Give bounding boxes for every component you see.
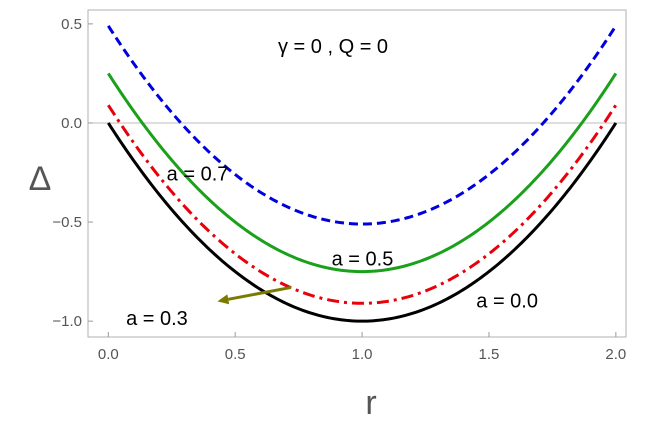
- x-tick-label: 1.5: [479, 346, 500, 363]
- curves-layer: [88, 25, 626, 323]
- y-tick-label: −1.0: [52, 313, 82, 330]
- series-line-0: [107, 122, 618, 323]
- arrow-head: [217, 294, 230, 305]
- chart-title: γ = 0 , Q = 0: [278, 36, 388, 58]
- ticks-layer: 0.0 0.5 1.0 1.5 2.0 0.5 0.0 −0.5 −1.0: [52, 16, 626, 363]
- plot-frame: [87, 9, 627, 338]
- y-tick-label: −0.5: [52, 214, 82, 231]
- x-tick-label: 0.0: [98, 346, 119, 363]
- curve-label-2: a = 0.0: [476, 290, 538, 312]
- curve-label-3: a = 0.3: [126, 308, 188, 330]
- series-line-1: [107, 104, 618, 305]
- series-line-2: [107, 72, 618, 274]
- x-axis-title: r: [365, 384, 376, 422]
- y-tick-label: 0.0: [61, 115, 82, 132]
- y-tick-label: 0.5: [61, 16, 82, 33]
- curve-label-1: a = 0.5: [332, 249, 394, 271]
- curve-label-0: a = 0.7: [167, 163, 229, 185]
- x-tick-label: 2.0: [605, 346, 626, 363]
- x-tick-label: 0.5: [225, 346, 246, 363]
- arrow-line: [227, 285, 292, 301]
- y-axis-title: Δ: [29, 160, 52, 198]
- x-tick-label: 1.0: [352, 346, 373, 363]
- annotations-layer: a = 0.7 a = 0.5 a = 0.0 a = 0.3: [126, 163, 538, 330]
